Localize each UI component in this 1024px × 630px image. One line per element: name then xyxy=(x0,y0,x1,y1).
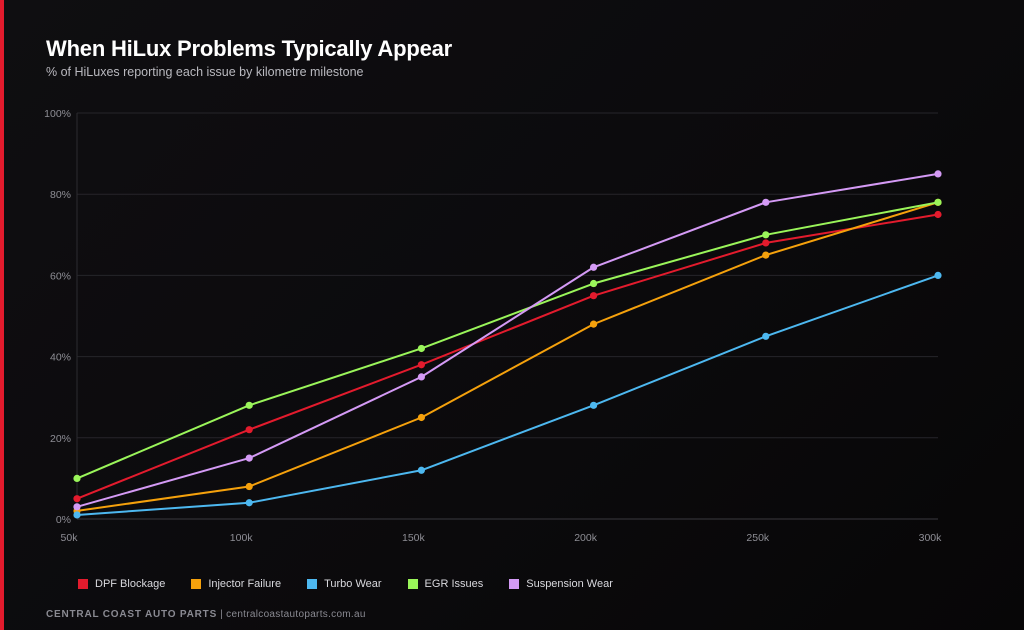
series-line xyxy=(76,213,939,500)
data-point[interactable] xyxy=(417,466,425,474)
data-point[interactable] xyxy=(762,198,770,206)
data-point[interactable] xyxy=(73,495,81,503)
legend-label: Turbo Wear xyxy=(324,578,382,590)
series-turbo-wear xyxy=(73,271,942,519)
legend-swatch xyxy=(407,579,418,589)
series-line xyxy=(76,201,939,512)
data-point[interactable] xyxy=(762,231,770,239)
data-point[interactable] xyxy=(762,332,770,340)
legend-swatch xyxy=(191,579,202,589)
data-point[interactable] xyxy=(245,426,253,434)
y-tick-label: 20% xyxy=(50,433,71,445)
x-tick-label: 50k xyxy=(61,532,79,544)
y-tick-label: 100% xyxy=(44,108,71,120)
y-axis-tick-labels: 0% 20% 40% 60% 80% 100% xyxy=(44,108,71,526)
data-point[interactable] xyxy=(762,239,770,247)
x-axis-tick-labels: 50k 100k 150k 200k 250k 300k xyxy=(61,532,943,544)
series-suspension-wear xyxy=(73,170,942,511)
legend-item[interactable]: EGR Issues xyxy=(407,578,484,590)
legend-label: EGR Issues xyxy=(424,578,484,590)
series-line xyxy=(76,172,939,508)
series-dpf-blockage xyxy=(73,210,942,503)
legend-swatch xyxy=(509,579,520,589)
legend-item[interactable]: DPF Blockage xyxy=(78,578,165,590)
chart-title: When HiLux Problems Typically Appear xyxy=(46,36,452,61)
data-point[interactable] xyxy=(417,361,425,369)
x-tick-label: 150k xyxy=(402,532,426,544)
legend-item[interactable]: Injector Failure xyxy=(191,578,281,590)
data-point[interactable] xyxy=(417,373,425,381)
y-tick-label: 40% xyxy=(50,352,71,364)
x-tick-label: 200k xyxy=(574,532,598,544)
data-point[interactable] xyxy=(245,401,253,409)
series-layer xyxy=(73,170,942,519)
data-point[interactable] xyxy=(417,344,425,353)
legend-label: Suspension Wear xyxy=(526,578,613,590)
data-point[interactable] xyxy=(245,454,253,462)
data-point[interactable] xyxy=(590,263,598,271)
data-point[interactable] xyxy=(934,271,942,279)
data-point[interactable] xyxy=(590,279,598,288)
accent-bar xyxy=(0,0,4,630)
chart-subtitle: % of HiLuxes reporting each issue by kil… xyxy=(46,65,364,79)
data-point[interactable] xyxy=(590,292,598,300)
y-tick-label: 80% xyxy=(50,189,71,201)
y-tick-label: 0% xyxy=(56,514,71,526)
legend-swatch xyxy=(78,579,88,589)
x-tick-label: 250k xyxy=(746,532,770,544)
legend-item[interactable]: Turbo Wear xyxy=(307,578,382,590)
series-line xyxy=(76,201,939,480)
data-point[interactable] xyxy=(245,499,253,507)
data-point[interactable] xyxy=(73,503,81,511)
data-point[interactable] xyxy=(590,320,598,328)
data-point[interactable] xyxy=(934,210,942,219)
footer-url[interactable]: centralcoastautoparts.com.au xyxy=(226,609,366,620)
data-point[interactable] xyxy=(934,198,942,206)
data-point[interactable] xyxy=(762,251,770,259)
x-tick-label: 100k xyxy=(230,532,254,544)
legend-label: Injector Failure xyxy=(208,578,282,590)
legend-label: DPF Blockage xyxy=(95,578,166,590)
data-point[interactable] xyxy=(73,474,81,482)
data-point[interactable] xyxy=(417,413,425,422)
legend: DPF Blockage Injector Failure Turbo Wear EG… xyxy=(78,578,613,590)
data-point[interactable] xyxy=(245,482,253,491)
legend-swatch xyxy=(307,579,318,589)
x-tick-label: 300k xyxy=(919,532,943,544)
data-point[interactable] xyxy=(934,170,942,178)
legend-item[interactable]: Suspension Wear xyxy=(509,578,613,590)
series-egr-issues xyxy=(73,198,942,482)
data-point[interactable] xyxy=(73,511,81,519)
footer: CENTRAL COAST AUTO PARTS | centralcoasta… xyxy=(46,609,366,620)
footer-brand: CENTRAL COAST AUTO PARTS xyxy=(46,609,218,620)
data-point[interactable] xyxy=(590,401,598,409)
y-tick-label: 60% xyxy=(50,270,71,282)
series-line xyxy=(76,274,939,516)
footer-separator: | xyxy=(220,609,224,620)
